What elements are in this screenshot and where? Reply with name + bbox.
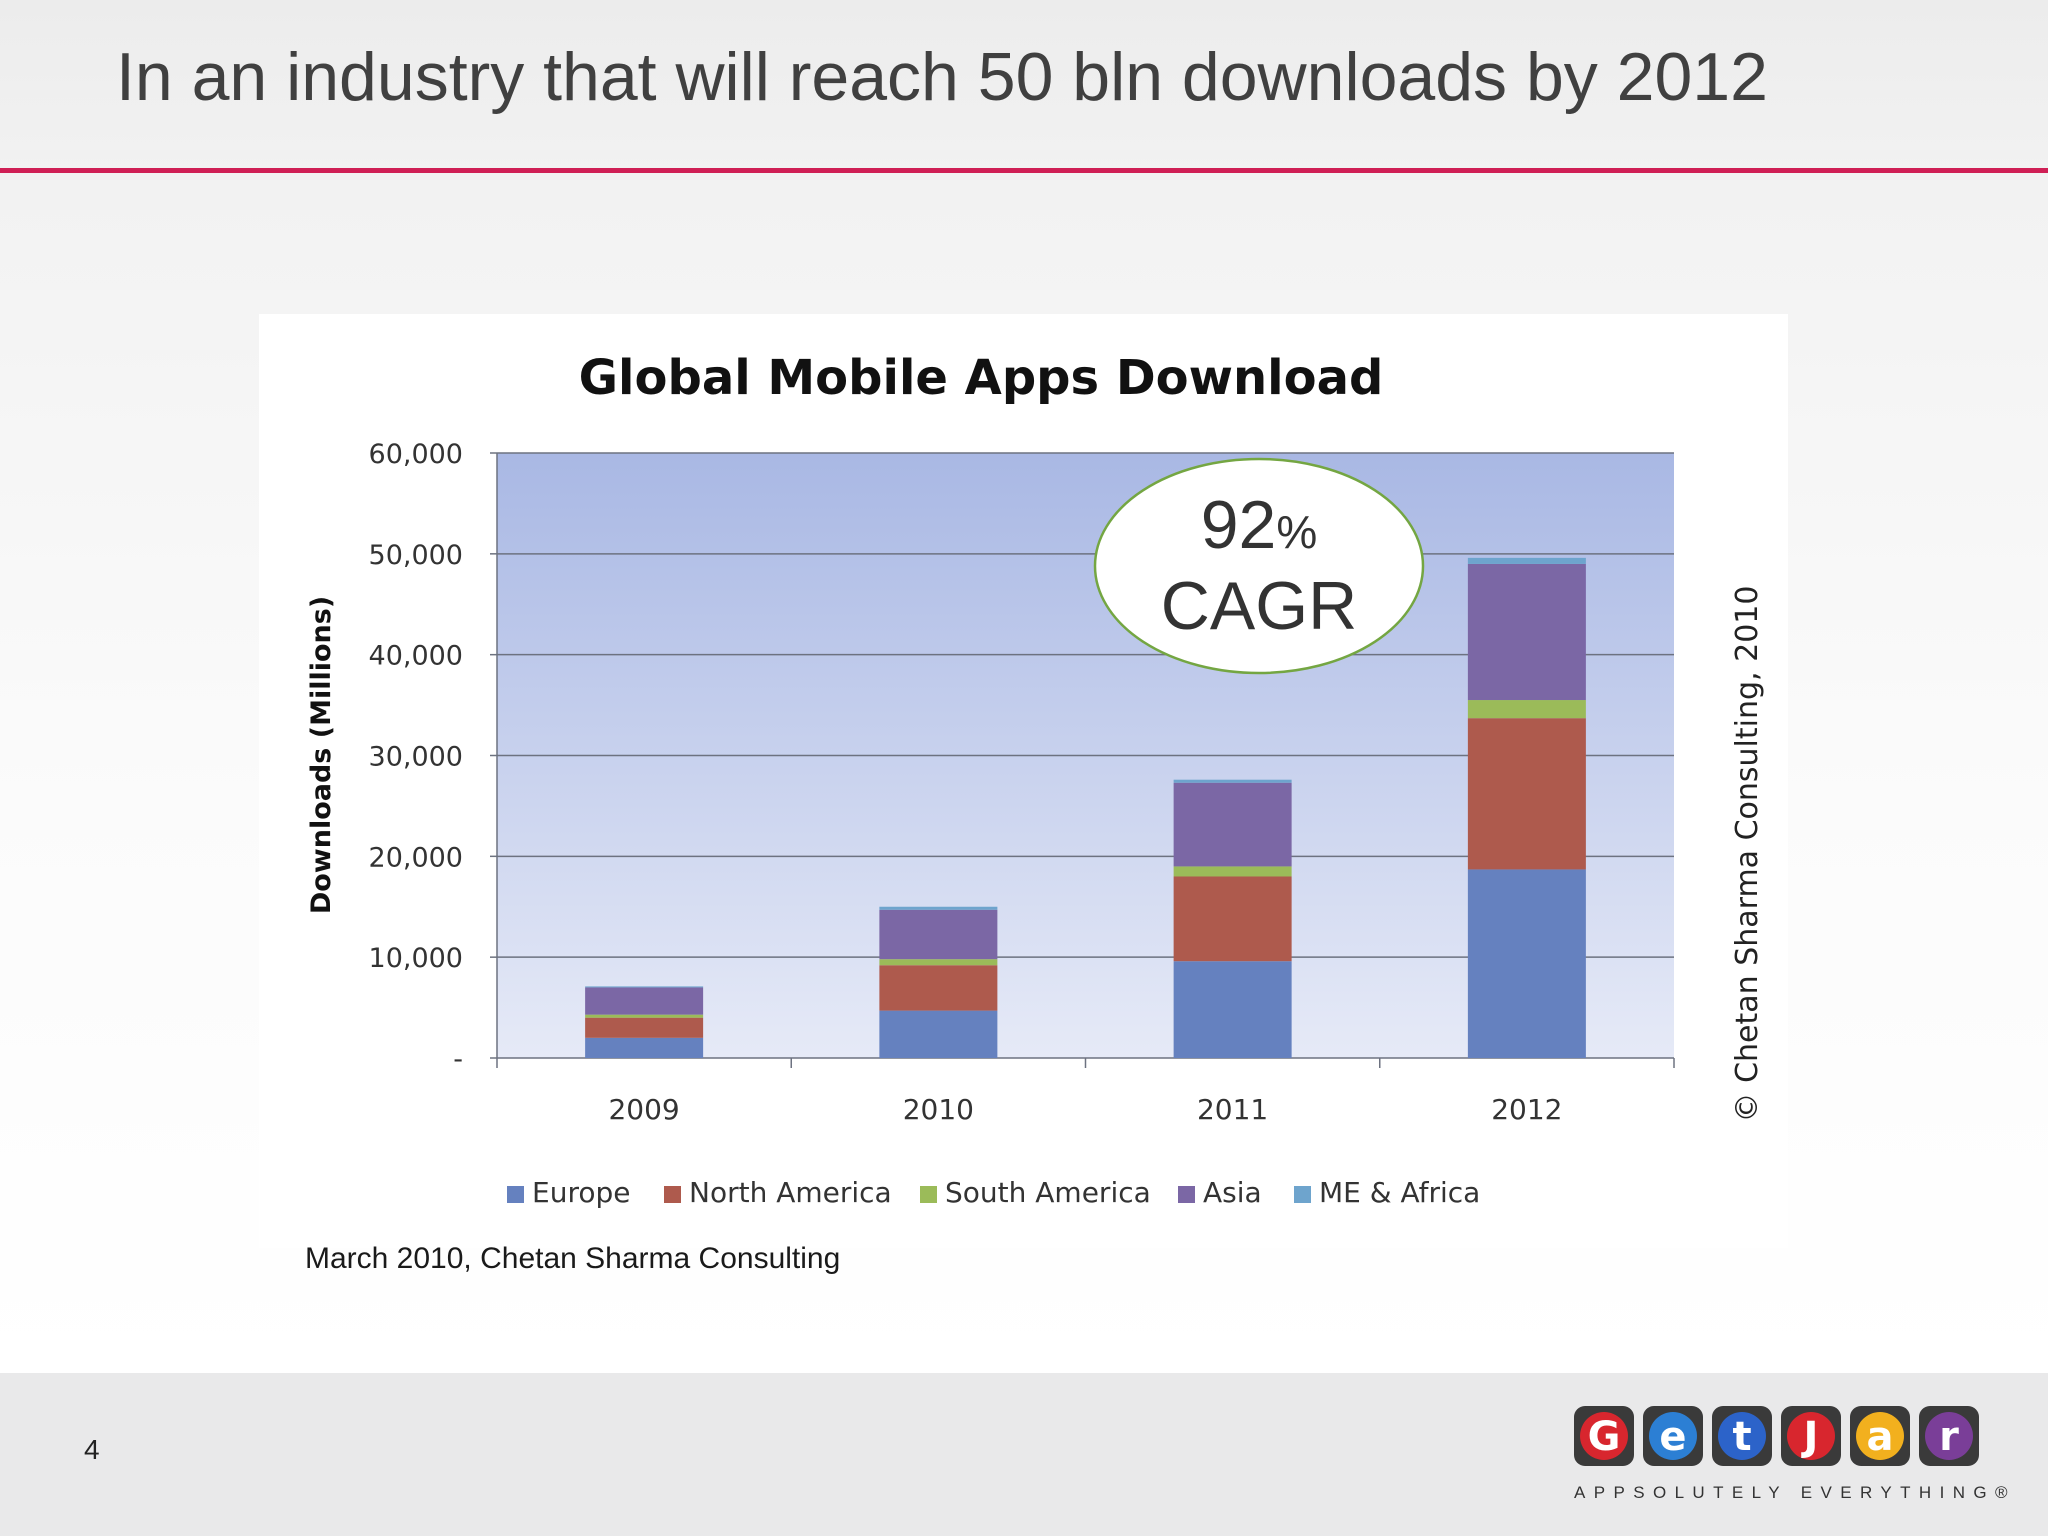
copyright-note: © Chetan Sharma Consulting, 2010 <box>1730 586 1765 1123</box>
cagr-label: CAGR <box>1161 568 1357 644</box>
bar-north-america-2009 <box>585 1017 704 1038</box>
bar-me-africa-2012 <box>1467 557 1586 564</box>
legend-label: Europe <box>532 1176 630 1209</box>
chart-svg: Global Mobile Apps Download - 10,000 20,000… <box>306 350 1765 1209</box>
svg-text:t: t <box>1732 1414 1751 1460</box>
y-tick-label: - <box>453 1044 463 1075</box>
bar-europe-2012 <box>1467 869 1586 1058</box>
slide-title: In an industry that will reach 50 bln do… <box>116 39 1768 115</box>
slide-footer <box>0 1373 2048 1536</box>
legend-label: ME & Africa <box>1319 1176 1480 1209</box>
legend-swatch <box>920 1186 937 1203</box>
slide-header: In an industry that will reach 50 bln do… <box>0 0 2048 168</box>
logo-tile-j: J <box>1781 1406 1841 1466</box>
bar-south-america-2012 <box>1467 700 1586 719</box>
bar-south-america-2010 <box>879 959 998 966</box>
bar-me-africa-2011 <box>1173 779 1292 783</box>
x-tick-label: 2009 <box>608 1093 679 1126</box>
title-divider <box>0 168 2048 173</box>
bar-europe-2010 <box>879 1010 998 1058</box>
bar-north-america-2010 <box>879 965 998 1011</box>
logo-tile-g: G <box>1574 1406 1634 1466</box>
y-axis-label: Downloads (Millions) <box>306 596 337 914</box>
svg-text:r: r <box>1939 1414 1959 1460</box>
logo-tile-e: e <box>1643 1406 1703 1466</box>
bar-me-africa-2009 <box>585 986 704 988</box>
legend-label: South America <box>945 1176 1151 1209</box>
bar-europe-2011 <box>1173 961 1292 1058</box>
y-tick-label: 10,000 <box>369 943 463 974</box>
svg-text:J: J <box>1801 1414 1819 1460</box>
bar-asia-2010 <box>879 909 998 960</box>
logo-tagline: APPSOLUTELY EVERYTHING® <box>1574 1483 2016 1502</box>
bar-south-america-2011 <box>1173 866 1292 877</box>
y-tick-label: 50,000 <box>369 540 463 571</box>
source-note: March 2010, Chetan Sharma Consulting <box>305 1242 841 1275</box>
legend-swatch <box>1294 1186 1311 1203</box>
bar-me-africa-2010 <box>879 906 998 910</box>
x-tick-label: 2012 <box>1491 1093 1562 1126</box>
logo-tile-t: t <box>1712 1406 1772 1466</box>
y-tick-label: 60,000 <box>369 439 463 470</box>
cagr-callout <box>1093 457 1425 675</box>
legend-swatch <box>507 1186 524 1203</box>
y-tick-label: 40,000 <box>369 641 463 672</box>
svg-text:e: e <box>1659 1414 1686 1460</box>
logo-tile-r: r <box>1919 1406 1979 1466</box>
x-tick-label: 2011 <box>1197 1093 1268 1126</box>
bar-south-america-2009 <box>585 1014 704 1018</box>
page-number: 4 <box>84 1434 100 1465</box>
y-tick-label: 30,000 <box>369 742 463 773</box>
y-tick-label: 20,000 <box>369 842 463 873</box>
legend-swatch <box>664 1186 681 1203</box>
logo-tile-a: a <box>1850 1406 1910 1466</box>
legend-swatch <box>1178 1186 1195 1203</box>
svg-text:G: G <box>1588 1414 1621 1460</box>
chart-panel: Global Mobile Apps Download - 10,000 20,000… <box>259 314 1788 1248</box>
svg-text:a: a <box>1867 1414 1894 1460</box>
legend-label: Asia <box>1203 1176 1262 1209</box>
bar-asia-2012 <box>1467 563 1586 701</box>
bar-asia-2011 <box>1173 782 1292 867</box>
legend-label: North America <box>689 1176 892 1209</box>
x-tick-label: 2010 <box>903 1093 974 1126</box>
bar-north-america-2012 <box>1467 718 1586 870</box>
chart-title: Global Mobile Apps Download <box>579 350 1384 406</box>
bar-north-america-2011 <box>1173 876 1292 962</box>
cagr-value: 92% <box>1201 487 1318 563</box>
bar-europe-2009 <box>585 1037 704 1058</box>
bar-asia-2009 <box>585 987 704 1015</box>
